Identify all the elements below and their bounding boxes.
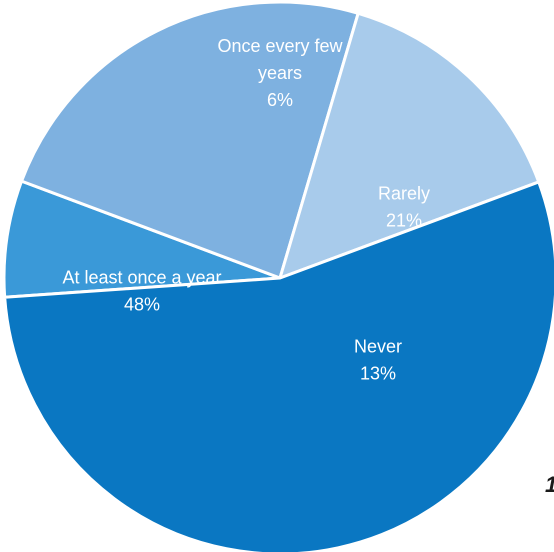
slice-label: Rarely 21% [378, 184, 430, 231]
pie-labels: Once every few years 6% Rarely 21% Never 13% At… [62, 36, 430, 384]
slice-category-label: Rarely [378, 184, 430, 204]
slice-label: Once every few years 6% [217, 36, 343, 110]
pie-slice-never [278, 11, 541, 280]
slice-label: Never 13% [354, 337, 402, 384]
slice-value-label: 13% [360, 364, 396, 384]
slice-category-label: Never [354, 337, 402, 357]
slice-value-label: 21% [386, 211, 422, 231]
slice-label: At least once a year 48% [62, 268, 221, 315]
pie-slice-once-every-few-years [2, 179, 282, 299]
cropped-edge-text: 1 [545, 472, 554, 497]
pie-slice-at-least-once-a-year [3, 180, 554, 552]
slice-value-label: 6% [267, 90, 293, 110]
slice-value-label: 48% [124, 295, 160, 315]
slice-category-label: Once every few [217, 36, 343, 56]
slice-category-label: years [258, 63, 302, 83]
pie-slice-rarely [20, 0, 360, 280]
slice-category-label: At least once a year [62, 268, 221, 288]
